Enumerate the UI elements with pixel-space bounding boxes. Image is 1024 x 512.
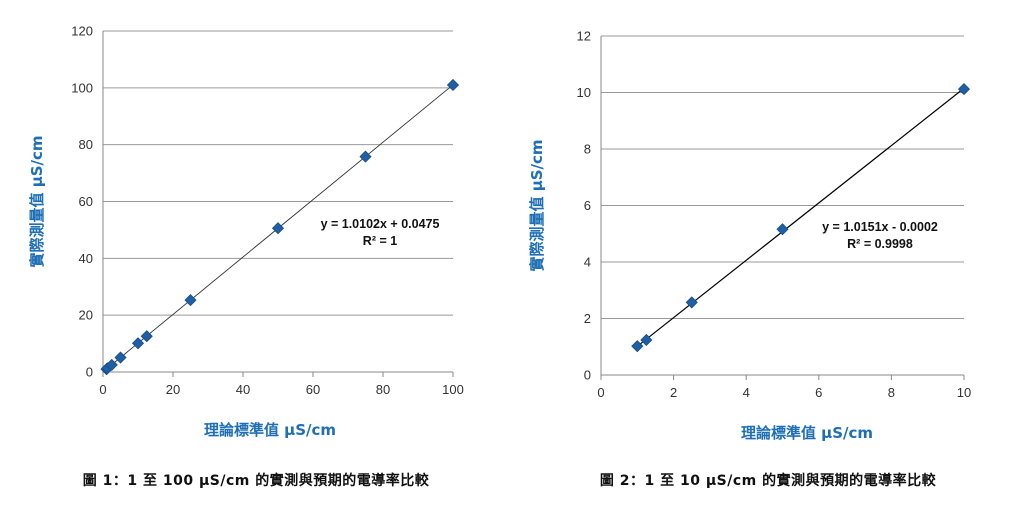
x-tick-label: 2 (670, 385, 677, 400)
data-point (184, 294, 197, 307)
y-tick-label: 0 (86, 365, 93, 380)
chart-panel-2: 0 2 4 6 8 10 12 0 2 4 6 8 10 y = 1.0151x - 0.0002 R² =… (512, 0, 1024, 512)
x-tick-label: 8 (888, 385, 895, 400)
x-tick-label: 60 (306, 382, 320, 397)
x-tick-label: 40 (236, 382, 250, 397)
y-tick-label: 20 (79, 308, 93, 323)
y-tick-label: 12 (577, 29, 591, 44)
y-tick-label: 80 (79, 137, 93, 152)
y-tick-label: 60 (79, 194, 93, 209)
scatter-chart-1: 0 20 40 60 80 100 120 0 20 40 60 80 100 y = 1.0102x +… (28, 24, 464, 440)
y-axis-title: 實際測量值 μS/cm (528, 139, 546, 271)
chart-caption-2: 圖 2：1 至 10 μS/cm 的實測與預期的電導率比較 (599, 473, 937, 489)
scatter-chart-2: 0 2 4 6 8 10 12 0 2 4 6 8 10 y = 1.0151x - 0.0002 R² =… (528, 29, 971, 443)
chart-caption-1: 圖 1：1 至 100 μS/cm 的實測與預期的電導率比較 (82, 473, 430, 489)
x-tick-label: 20 (166, 382, 180, 397)
data-point (271, 222, 285, 235)
y-tick-label: 6 (584, 198, 591, 213)
chart-panel-1: 0 20 40 60 80 100 120 0 20 40 60 80 100 y = 1.0102x +… (28, 24, 464, 490)
r-squared-label: R² = 1 (363, 234, 397, 248)
y-tick-label: 0 (584, 368, 591, 383)
y-tick-label: 100 (71, 80, 93, 95)
y-tick-label: 4 (584, 255, 591, 270)
y-axis-title: 實際測量值 μS/cm (28, 135, 46, 267)
data-point (105, 358, 118, 371)
data-point (957, 83, 971, 96)
data-point (685, 296, 698, 309)
x-tick-label: 0 (597, 385, 604, 400)
data-point (359, 150, 372, 163)
trendline-equation: y = 1.0102x + 0.0475 (321, 217, 440, 231)
y-tick-label: 8 (584, 142, 591, 157)
y-tick-label: 120 (71, 24, 93, 39)
trendline (636, 87, 965, 347)
data-point (776, 223, 789, 236)
x-axis-title: 理論標準值 μS/cm (204, 421, 336, 439)
y-tick-label: 10 (577, 85, 591, 100)
data-point (131, 337, 145, 350)
data-point (446, 78, 460, 92)
x-tick-label: 10 (957, 385, 971, 400)
x-tick-label: 100 (442, 382, 464, 397)
y-tick-label: 2 (584, 311, 591, 326)
data-point (114, 351, 127, 364)
x-tick-label: 4 (743, 385, 750, 400)
data-point (640, 333, 653, 347)
y-tick-label: 40 (79, 251, 93, 266)
data-point (631, 340, 644, 353)
x-tick-label: 0 (99, 382, 106, 397)
x-tick-label: 80 (376, 382, 390, 397)
r-squared-label: R² = 0.9998 (847, 237, 913, 251)
x-axis-title: 理論標準值 μS/cm (741, 424, 873, 442)
x-tick-label: 6 (815, 385, 822, 400)
data-point (140, 330, 153, 343)
trendline-equation: y = 1.0151x - 0.0002 (822, 220, 938, 234)
